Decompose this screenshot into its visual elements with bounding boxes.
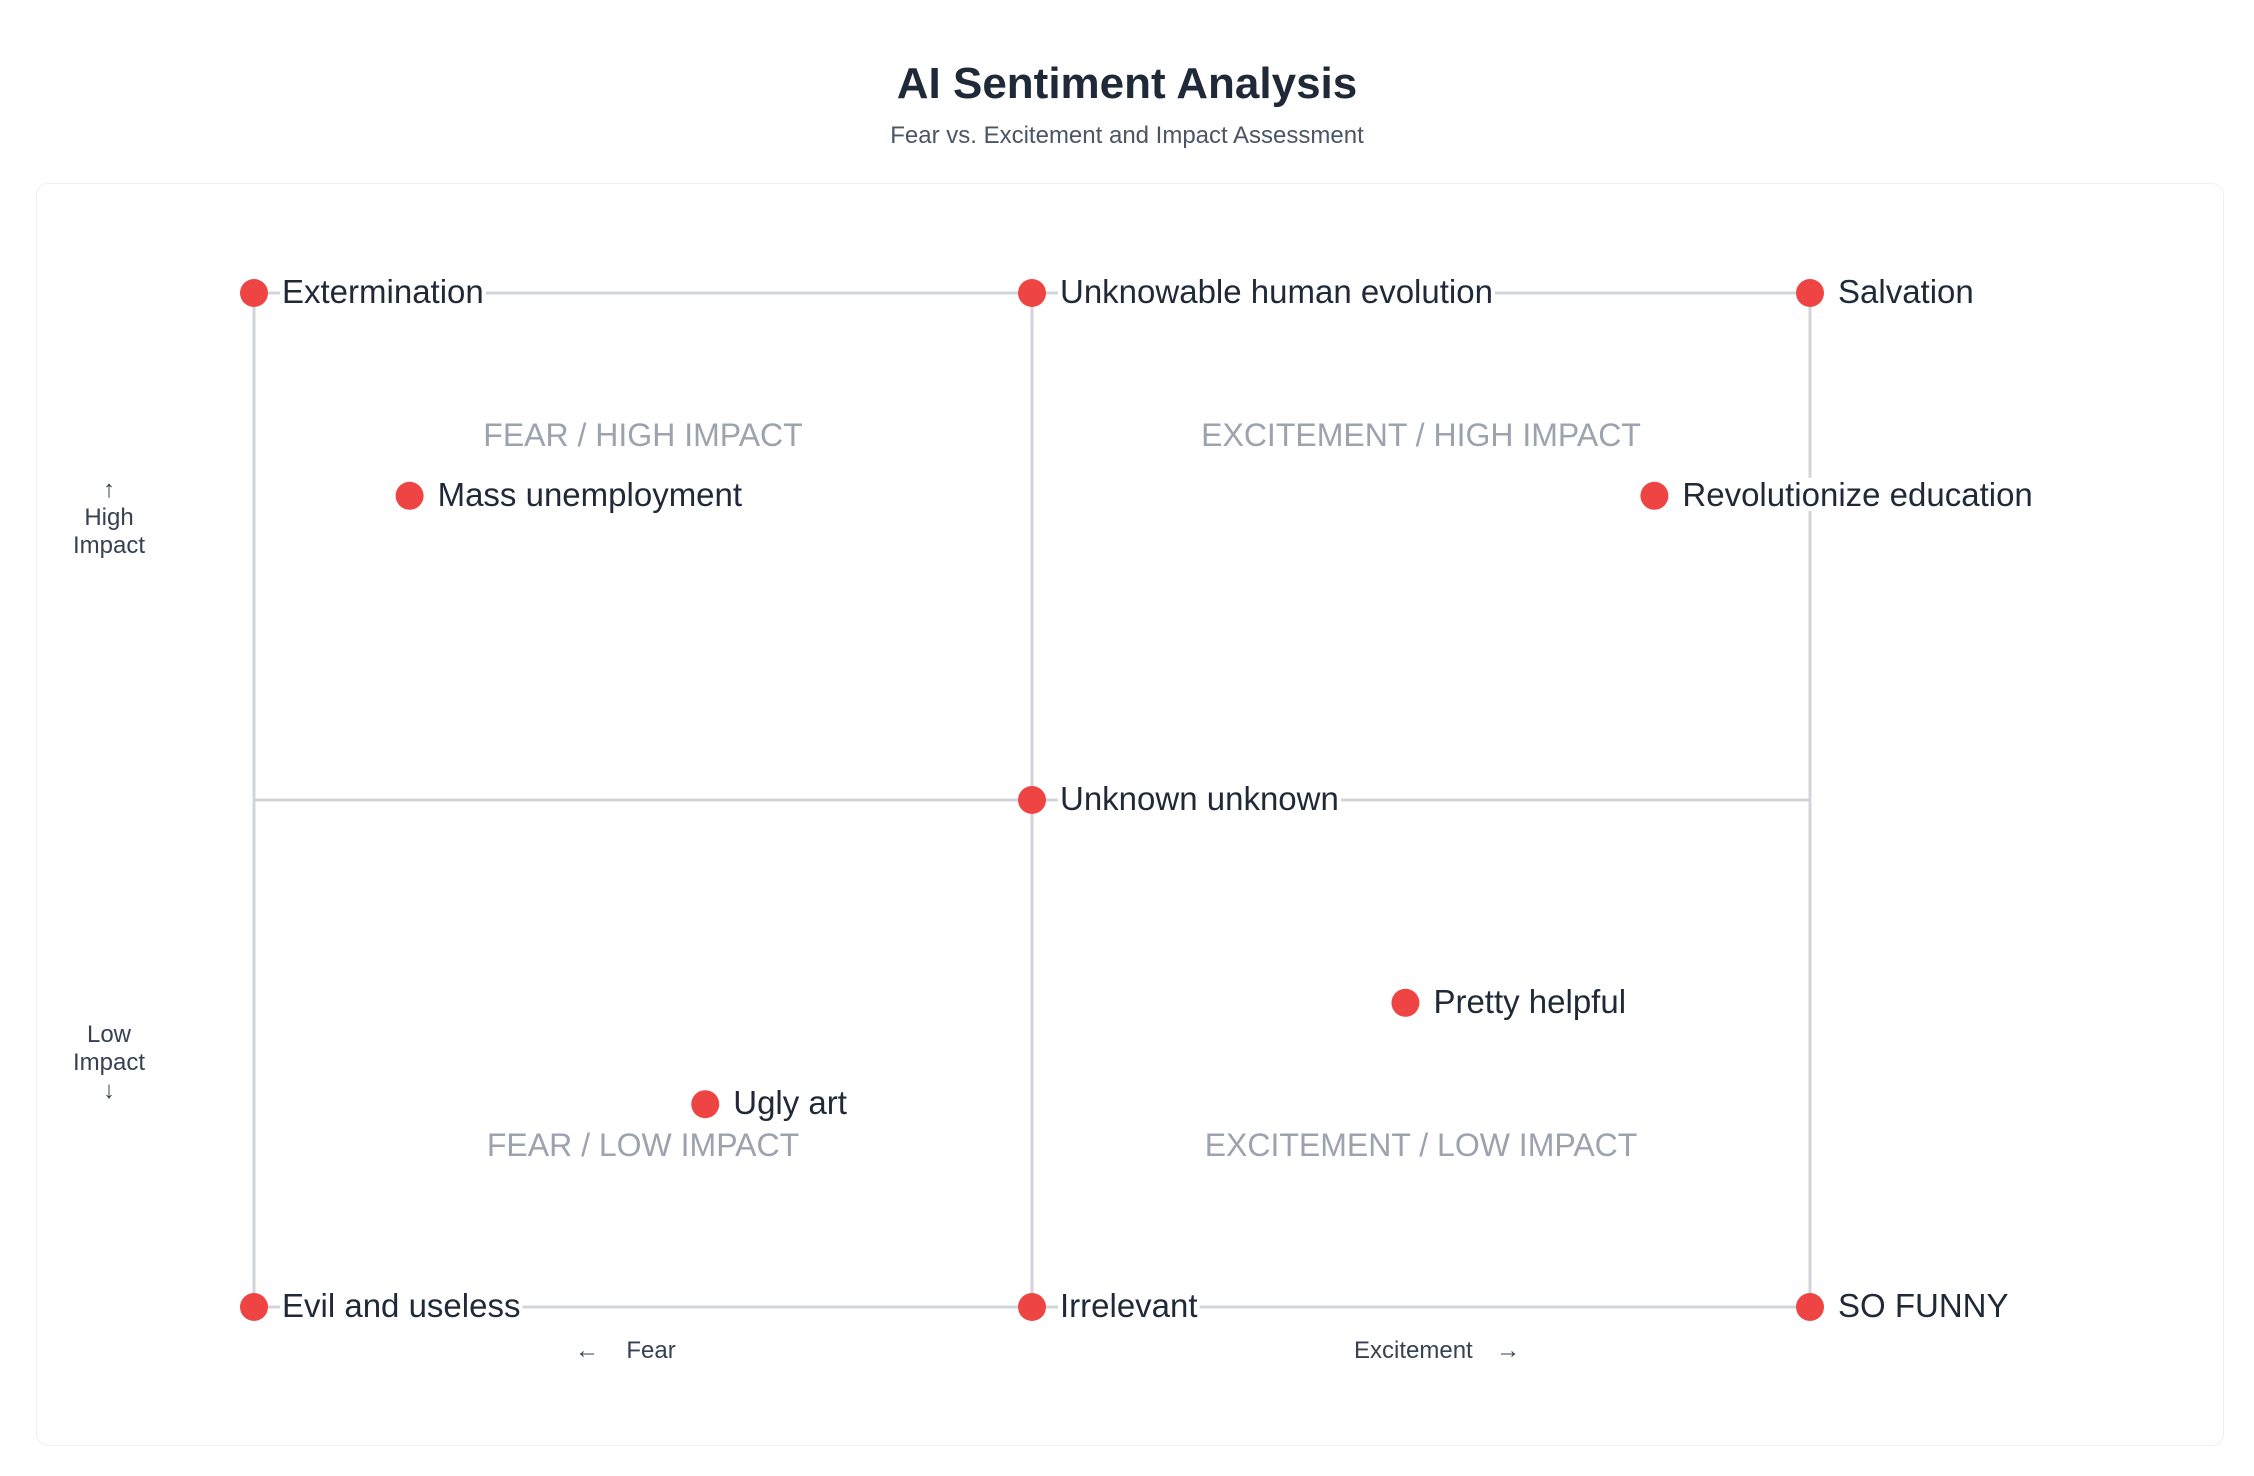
- data-point[interactable]: Salvation: [1796, 273, 1976, 310]
- data-point-label: Unknowable human evolution: [1060, 273, 1493, 310]
- y-low-line2: Impact: [72, 1049, 146, 1076]
- quadrant-label: FEAR / LOW IMPACT: [487, 1127, 799, 1163]
- data-point[interactable]: Extermination: [240, 273, 486, 310]
- page-title: AI Sentiment Analysis: [896, 59, 1358, 108]
- data-point-label-backing: [280, 1289, 523, 1322]
- data-point-label: Extermination: [282, 273, 484, 310]
- data-point-label-backing: [435, 477, 745, 511]
- data-points: Extermination Unknowable human evolution S…: [240, 273, 2035, 1324]
- data-point-label: Revolutionize education: [1682, 476, 2032, 513]
- data-point[interactable]: SO FUNNY: [1796, 1287, 2011, 1324]
- x-axis-fear-label: ← Fear: [575, 1336, 676, 1366]
- arrow-left-icon: ←: [575, 1337, 599, 1364]
- data-point-marker[interactable]: [691, 1090, 720, 1119]
- data-point-label: Mass unemployment: [438, 476, 742, 513]
- data-point-marker[interactable]: [395, 481, 424, 510]
- data-point-marker[interactable]: [1018, 786, 1046, 814]
- y-high-line2: Impact: [72, 532, 146, 559]
- data-point-label-backing: [1058, 782, 1341, 815]
- data-point-label-backing: [731, 1086, 849, 1120]
- data-point-marker[interactable]: [1796, 1293, 1824, 1321]
- data-point[interactable]: Pretty helpful: [1391, 983, 1629, 1020]
- data-point-label-backing: [1058, 275, 1495, 308]
- data-point[interactable]: Unknown unknown: [1018, 780, 1341, 817]
- data-point-label: Pretty helpful: [1433, 983, 1626, 1020]
- data-point-label: SO FUNNY: [1838, 1287, 2009, 1324]
- data-point[interactable]: Mass unemployment: [395, 476, 745, 513]
- data-point-label-backing: [280, 275, 486, 308]
- arrow-down-icon: ↓: [103, 1077, 115, 1104]
- quadrant-labels: FEAR / HIGH IMPACT EXCITEMENT / HIGH IMPA…: [483, 417, 1641, 1163]
- data-point-marker[interactable]: [1796, 279, 1824, 307]
- data-point-label: Irrelevant: [1060, 1287, 1198, 1324]
- data-point-label: Evil and useless: [282, 1287, 520, 1324]
- page-subtitle: Fear vs. Excitement and Impact Assessmen…: [890, 122, 1364, 149]
- data-point[interactable]: Revolutionize education: [1640, 476, 2035, 513]
- quadrant-label: EXCITEMENT / HIGH IMPACT: [1201, 417, 1641, 453]
- data-point[interactable]: Irrelevant: [1018, 1287, 1200, 1324]
- data-point-label: Ugly art: [733, 1084, 847, 1121]
- data-point-marker[interactable]: [240, 1293, 268, 1321]
- arrow-right-icon: →: [1496, 1337, 1521, 1364]
- x-axis-excitement-label: Excitement →: [1354, 1336, 1520, 1366]
- data-point-marker[interactable]: [240, 279, 268, 307]
- data-point-marker[interactable]: [1018, 1293, 1046, 1321]
- data-point-label: Salvation: [1838, 273, 1974, 310]
- data-point-label: Unknown unknown: [1060, 780, 1339, 817]
- data-point-label-backing: [1058, 1289, 1200, 1322]
- data-point[interactable]: Evil and useless: [240, 1287, 523, 1324]
- y-high-line1: High: [84, 504, 134, 531]
- data-point-marker[interactable]: [1018, 279, 1046, 307]
- quadrant-label: EXCITEMENT / LOW IMPACT: [1205, 1127, 1638, 1163]
- y-low-line1: Low: [86, 1021, 132, 1048]
- arrow-up-icon: ↑: [103, 476, 115, 503]
- data-point-label-backing: [1836, 275, 1976, 308]
- data-point-label-backing: [1431, 984, 1629, 1018]
- data-point-marker[interactable]: [1640, 481, 1669, 510]
- x-fear-text: Fear: [626, 1337, 676, 1364]
- data-point-marker[interactable]: [1391, 988, 1420, 1017]
- y-axis-high-label: ↑ High Impact: [39, 476, 179, 560]
- y-axis-low-label: Low Impact ↓: [39, 1021, 179, 1105]
- data-point-label-backing: [1836, 1289, 2011, 1322]
- data-point[interactable]: Ugly art: [691, 1084, 849, 1121]
- quadrant-label: FEAR / HIGH IMPACT: [483, 417, 802, 453]
- data-point-label-backing: [1680, 477, 2035, 511]
- data-point[interactable]: Unknowable human evolution: [1018, 273, 1495, 310]
- x-excitement-text: Excitement: [1354, 1337, 1473, 1364]
